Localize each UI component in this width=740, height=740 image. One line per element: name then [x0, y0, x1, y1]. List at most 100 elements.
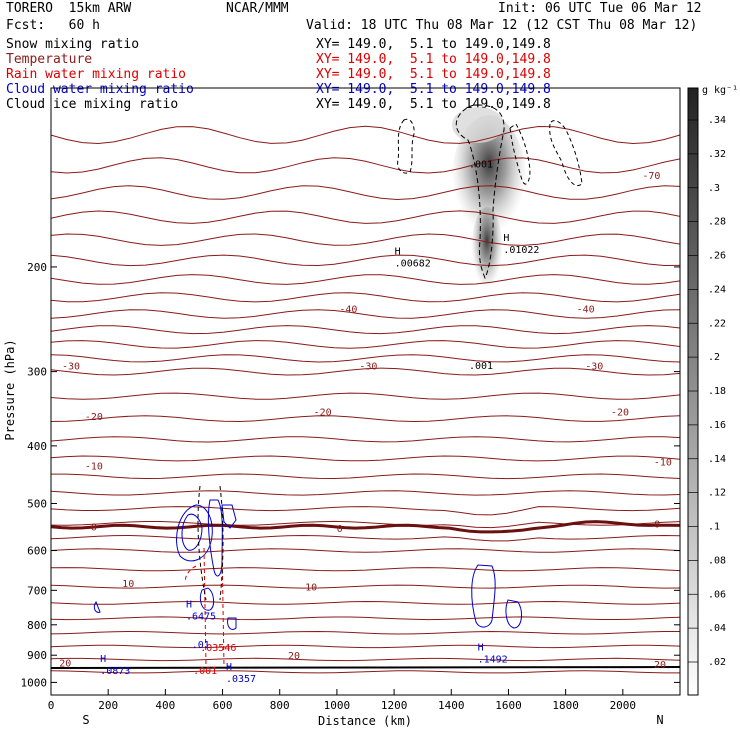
- isotherm-label: -40: [577, 305, 595, 316]
- colorbar-tick-label: .3: [708, 183, 720, 194]
- extremum-value-label: .0357: [226, 674, 256, 685]
- cloud-ice-contour-1: [397, 118, 415, 174]
- isotherm-line: [51, 490, 680, 496]
- x-end-label-north: N: [656, 713, 663, 727]
- isotherm-line: [51, 340, 680, 349]
- cloud-ice-contour-3: [549, 120, 583, 186]
- isotherm-label: 10: [122, 579, 134, 590]
- isotherm-line: [51, 157, 680, 174]
- isotherm-label: 0: [654, 519, 660, 530]
- field-xy-cloud-water: XY= 149.0, 5.1 to 149.0,149.8: [316, 82, 551, 97]
- isotherm-label: 20: [288, 651, 300, 662]
- extremum-value-label: .03546: [200, 643, 236, 654]
- isotherm-line: [51, 473, 680, 480]
- x-end-label-south: S: [82, 713, 89, 727]
- isotherm-line: [51, 584, 680, 589]
- colorbar-tick-label: .2: [708, 352, 720, 363]
- field-xy-temperature: XY= 149.0, 5.1 to 149.0,149.8: [316, 52, 551, 67]
- isotherm-label: -20: [611, 407, 629, 418]
- y-tick-label: 700: [27, 584, 47, 597]
- y-tick-label: 1000: [21, 676, 48, 689]
- isotherm-label: -10: [654, 458, 672, 469]
- isotherm-line: [51, 506, 680, 516]
- isotherm-line: [51, 567, 680, 572]
- colorbar: [687, 87, 699, 696]
- isotherm-line: [51, 534, 680, 542]
- field-name-temperature: Temperature: [6, 52, 93, 67]
- isotherm-label: 0: [91, 523, 97, 534]
- extremum-value-label: .001: [469, 160, 493, 171]
- isotherm-label: -30: [585, 362, 603, 373]
- colorbar-tick-label: .1: [708, 522, 720, 533]
- isotherm-label: -10: [85, 462, 103, 473]
- extremum-value-label: .1492: [478, 655, 508, 666]
- isotherm-label: -40: [339, 305, 357, 316]
- extremum-marker: H: [226, 662, 232, 673]
- x-tick-label: 200: [98, 699, 118, 712]
- snow-shading-upper: [451, 115, 527, 255]
- isotherm-line: [51, 600, 680, 605]
- field-name-rain: Rain water mixing ratio: [6, 67, 187, 82]
- colorbar-tick-label: .04: [708, 623, 726, 634]
- y-tick-label: 600: [27, 545, 47, 558]
- field-xy-rain: XY= 149.0, 5.1 to 149.0,149.8: [316, 67, 551, 82]
- isotherm-line: [51, 670, 680, 674]
- colorbar-tick-label: .02: [708, 657, 726, 668]
- colorbar-tick-label: .14: [708, 454, 726, 465]
- snow-shading-lower: [471, 207, 503, 303]
- colorbar-tick-label: .06: [708, 589, 726, 600]
- isotherm-line: [51, 415, 680, 423]
- colorbar-tick-label: .26: [708, 251, 726, 262]
- y-tick-label: 200: [27, 261, 47, 274]
- extremum-value-label: .0873: [100, 666, 130, 677]
- isotherm-line: [51, 657, 680, 662]
- cloud-water-contours: [93, 499, 522, 631]
- plot-frame: [50, 87, 681, 696]
- extremum-value-label: .01: [192, 640, 210, 651]
- isotherm-line: [51, 233, 680, 246]
- x-tick-label: 400: [155, 699, 175, 712]
- y-axis-label: Pressure (hPa): [3, 339, 17, 440]
- isotherm-line: [51, 274, 680, 285]
- isotherm-line: [51, 644, 680, 649]
- colorbar-tick-label: .32: [708, 149, 726, 160]
- isotherm-line: [51, 125, 680, 145]
- x-tick-label: 1400: [438, 699, 465, 712]
- forecast-hour: Fcst: 60 h: [6, 18, 100, 33]
- snow-shading-top: [452, 107, 504, 143]
- field-name-cloud-water: Cloud water mixing ratio: [6, 82, 194, 97]
- valid-time: Valid: 18 UTC Thu 08 Mar 12 (12 CST Thu …: [306, 18, 698, 33]
- isotherm-line: [51, 309, 680, 319]
- colorbar-tick-label: .24: [708, 284, 726, 295]
- extremum-value-label: .001: [193, 666, 217, 677]
- x-tick-label: 800: [270, 699, 290, 712]
- freezing-level-line: [51, 520, 680, 534]
- rain-water-contour: [185, 547, 225, 667]
- y-tick-label: 900: [27, 649, 47, 662]
- extremum-marker: H: [100, 654, 106, 665]
- field-name-cloud-ice: Cloud ice mixing ratio: [6, 97, 179, 112]
- isotherm-line: [51, 292, 680, 303]
- cloud-ice-contour-low: [197, 485, 224, 601]
- colorbar-tick-label: .18: [708, 386, 726, 397]
- isotherm-label: -70: [642, 171, 660, 182]
- isotherm-line: [51, 325, 680, 335]
- colorbar-tick-label: .34: [708, 115, 726, 126]
- center-title: NCAR/MMM: [226, 1, 289, 16]
- colorbar-tick-label: .16: [708, 420, 726, 431]
- isotherm-label: 0: [337, 524, 343, 535]
- colorbar-unit: g kg⁻¹: [702, 85, 738, 96]
- x-tick-label: 1200: [381, 699, 408, 712]
- y-tick-label: 400: [27, 440, 47, 453]
- x-tick-label: 0: [48, 699, 55, 712]
- isotherm-line: [51, 354, 680, 363]
- isotherm-line: [51, 210, 680, 224]
- isotherm-label: -20: [85, 412, 103, 423]
- isotherm-label: -20: [314, 407, 332, 418]
- isotherm-line: [51, 616, 680, 621]
- colorbar-tick-label: .12: [708, 488, 726, 499]
- y-tick-label: 300: [27, 366, 47, 379]
- isotherm-label: 20: [654, 660, 666, 671]
- isotherm-label: 20: [59, 658, 71, 669]
